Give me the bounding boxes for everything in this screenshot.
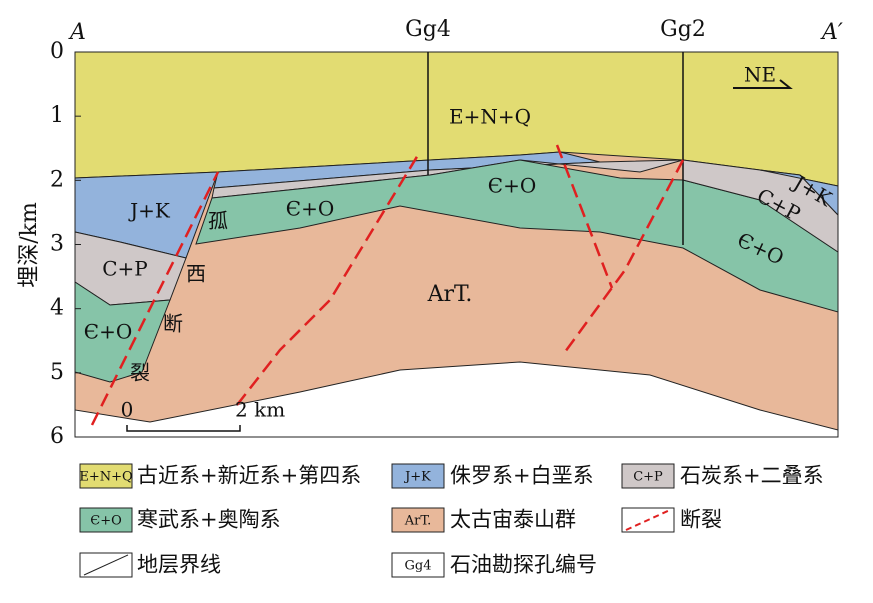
unit-label: J+K — [128, 199, 171, 223]
borehole-label: Gg2 — [660, 17, 706, 42]
faults — [90, 144, 685, 426]
fault-name: 裂 — [130, 361, 150, 385]
depth-tick-label: 4 — [50, 296, 64, 321]
legend-swatch — [391, 552, 445, 578]
fault — [563, 159, 685, 353]
axis-label: 埋深/km — [17, 202, 42, 288]
depth-tick-label: 3 — [50, 232, 64, 257]
depth-tick-label: 0 — [50, 39, 64, 64]
fault — [90, 171, 220, 426]
legend-boundary-line — [83, 554, 129, 576]
legend-symbol: J+K — [403, 470, 431, 485]
legend-swatch — [79, 463, 133, 489]
strata — [74, 51, 839, 431]
unit-label: Є+O — [488, 174, 536, 198]
fault-name: 断 — [163, 312, 183, 336]
legend-symbol: C+P — [633, 470, 663, 485]
depth-ticks: 0 1 2 3 4 5 6 — [50, 39, 81, 449]
legend-swatch — [79, 507, 133, 533]
unit-label: E+N+Q — [449, 105, 531, 129]
legend-swatch — [391, 507, 445, 533]
fault-name: 西 — [186, 262, 206, 286]
legend-swatch — [621, 463, 675, 489]
legend-symbol: Gg4 — [405, 559, 432, 574]
depth-tick-label: 1 — [50, 103, 64, 128]
legend: E+N+Q 古近系+新近系+第四系 J+K 侏罗系+白垩系 C+P 石炭系+二叠… — [79, 463, 824, 578]
legend-fault-line — [625, 509, 671, 531]
unit-label: Є+O — [84, 320, 132, 344]
legend-text: 太古宙泰山群 — [450, 508, 576, 532]
legend-symbol: ArT. — [404, 514, 432, 529]
direction-label: NE — [744, 63, 776, 87]
unit-label: Є+O — [286, 197, 334, 221]
legend-text: 石油勘探孔编号 — [450, 553, 597, 577]
depth-tick-label: 6 — [50, 424, 64, 449]
scale-bar — [126, 425, 241, 432]
legend-text: 寒武系+奥陶系 — [137, 508, 281, 532]
fault-name: 孤 — [208, 209, 228, 233]
legend-symbol: E+N+Q — [79, 470, 132, 485]
depth-tick-label: 5 — [50, 360, 64, 385]
legend-text: 侏罗系+白垩系 — [450, 464, 594, 488]
section-end: A′ — [820, 20, 843, 45]
legend-text: 古近系+新近系+第四系 — [137, 464, 361, 488]
legend-text: 地层界线 — [137, 553, 221, 577]
fault — [236, 154, 420, 406]
fault — [555, 144, 614, 289]
depth-tick-label: 2 — [50, 167, 64, 192]
legend-symbol: Є+O — [90, 514, 122, 529]
unit-label: ArT. — [427, 282, 473, 307]
legend-swatch — [391, 463, 445, 489]
direction-arrow — [733, 79, 793, 89]
legend-text: 断裂 — [680, 508, 722, 532]
scale-label: 2 km — [235, 398, 285, 422]
section-end: A — [68, 20, 86, 45]
co-upper-layer — [195, 159, 839, 313]
unit-label: C+P — [102, 257, 148, 281]
scale-label: 0 — [121, 398, 134, 422]
legend-text: 石炭系+二叠系 — [680, 464, 824, 488]
borehole-label: Gg4 — [405, 17, 451, 42]
